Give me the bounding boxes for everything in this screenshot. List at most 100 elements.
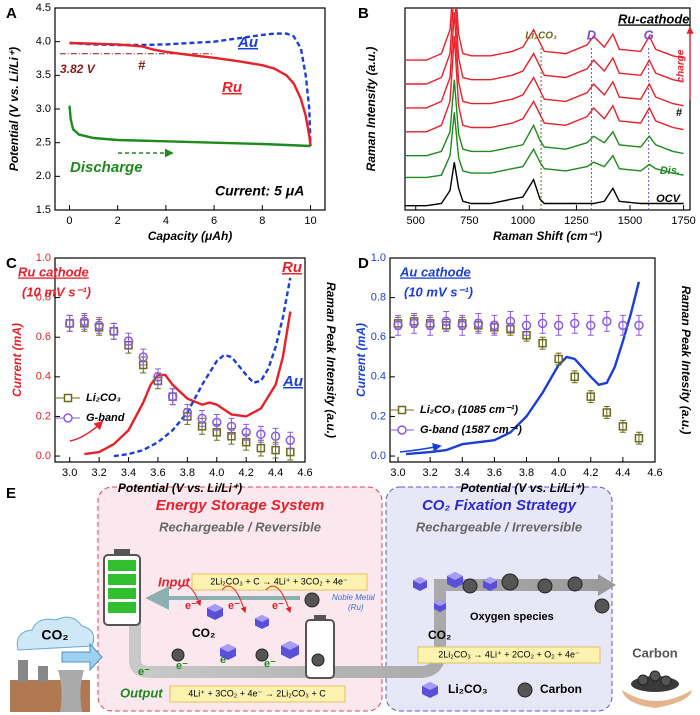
battery-cap <box>114 549 130 555</box>
battery-cap <box>314 615 326 620</box>
error-bar <box>603 310 610 332</box>
carbon-particle <box>537 578 553 594</box>
x-axis-label: Potential (V vs. Li/Li⁺) <box>118 481 242 495</box>
panel-letter: E <box>6 485 16 502</box>
y-axis-label: Current (mA) <box>10 323 24 397</box>
electron-label: e⁻ <box>176 660 188 672</box>
point <box>153 372 163 382</box>
legend-marker <box>397 405 407 415</box>
error-bar <box>635 314 642 336</box>
peak-label: G <box>644 27 654 42</box>
arrow-head <box>598 574 616 596</box>
panel-letter: B <box>358 5 369 22</box>
x-axis-label: Raman Shift (cm⁻¹) <box>493 229 602 243</box>
cooling-tower <box>58 670 84 712</box>
point <box>409 318 419 329</box>
point <box>138 352 148 362</box>
legend-text: Carbon <box>540 682 582 696</box>
charge-equation: 2Li₂CO₃ + C → 4Li⁺ + 3CO₂ + 4e⁻ <box>210 576 348 586</box>
y-tick-label: 3.5 <box>36 69 51 81</box>
point <box>256 443 266 453</box>
x-tick-label: 1750 <box>671 215 695 227</box>
crystal-face <box>255 615 269 622</box>
point <box>393 320 403 331</box>
error-bar <box>257 425 264 443</box>
crystal-face <box>483 577 497 584</box>
x-tick-label: 3.0 <box>62 467 77 479</box>
point <box>94 320 104 331</box>
point <box>212 417 222 428</box>
x-tick-label: 8 <box>259 215 265 227</box>
carbon-particle <box>594 598 610 614</box>
crystal-face <box>207 604 223 612</box>
x-axis-label: Potential (V vs. Li/Li⁺) <box>460 481 584 495</box>
x-tick-label: 4.4 <box>615 467 630 479</box>
point <box>634 433 644 443</box>
x-tick-label: 4.2 <box>239 467 254 479</box>
x-tick-label: 3.8 <box>519 467 534 479</box>
annotation: # <box>138 57 146 72</box>
fixation-title: CO₂ Fixation Strategy <box>422 497 577 514</box>
error-bar <box>81 312 88 330</box>
error-bar <box>411 312 418 334</box>
electron-label: e⁻ <box>185 600 197 612</box>
error-bar <box>228 417 235 435</box>
carbon-particle <box>517 682 533 698</box>
input-arrow <box>61 642 103 672</box>
crystal-face <box>447 572 463 580</box>
plot-area <box>405 8 684 210</box>
y-tick-label: 0.4 <box>371 371 386 383</box>
sweep-arrow <box>69 420 104 442</box>
error-bar <box>587 314 594 336</box>
hand <box>622 690 692 708</box>
x-tick-label: 3.2 <box>91 467 106 479</box>
point <box>489 320 500 331</box>
carbon-particle <box>637 674 649 686</box>
axes-frame <box>54 257 306 463</box>
equation-box <box>417 646 601 664</box>
point <box>167 391 178 402</box>
crystal-face <box>220 644 236 652</box>
point <box>473 318 484 329</box>
series-label: Dis. <box>660 165 680 177</box>
y-tick-label: 1.0 <box>371 252 386 264</box>
panel: B 500 750 1000 1250 1500 1750 Raman Shift (cm⁻¹… <box>358 5 696 243</box>
series-line <box>405 12 684 109</box>
carbon-particle <box>649 670 661 682</box>
cloud <box>16 616 95 651</box>
point <box>109 326 119 337</box>
x-tick-label: 3.2 <box>423 467 438 479</box>
point <box>586 392 596 401</box>
error-bar <box>507 310 514 332</box>
error-bar <box>287 431 294 449</box>
point <box>425 320 435 331</box>
sweep-arrow <box>399 442 442 453</box>
x-tick-label: 0 <box>66 215 72 227</box>
x-tick-label: 4 <box>163 215 169 227</box>
plot-area <box>64 277 296 461</box>
y-tick-label: 0.6 <box>371 331 386 343</box>
co2-label: CO₂ <box>428 628 451 642</box>
annotation: Current: 5 μA <box>215 183 304 199</box>
panel-letter: A <box>6 5 17 22</box>
legend-marker <box>63 413 73 423</box>
series-label: Au <box>282 373 303 390</box>
series-line <box>113 277 292 458</box>
series-line <box>405 112 684 179</box>
chart-title: Ru-cathode <box>618 11 690 26</box>
y-axis-label: Potential (V vs. Li/Li⁺) <box>7 47 21 171</box>
carbon-particle <box>660 675 672 687</box>
battery-cell <box>108 574 136 585</box>
y-tick-label: 0.0 <box>36 450 51 462</box>
x-tick-label: 1250 <box>564 215 588 227</box>
x-tick-label: 1500 <box>618 215 642 227</box>
product-label: Carbon <box>632 645 678 660</box>
error-bar <box>619 314 626 336</box>
point <box>441 316 451 327</box>
x-tick-label: 750 <box>460 215 478 227</box>
point <box>182 407 193 418</box>
x-tick-label: 3.6 <box>150 467 165 479</box>
x-tick-label: 4.0 <box>209 467 224 479</box>
legend-text: G-band (1587 cm⁻¹) <box>420 424 522 436</box>
